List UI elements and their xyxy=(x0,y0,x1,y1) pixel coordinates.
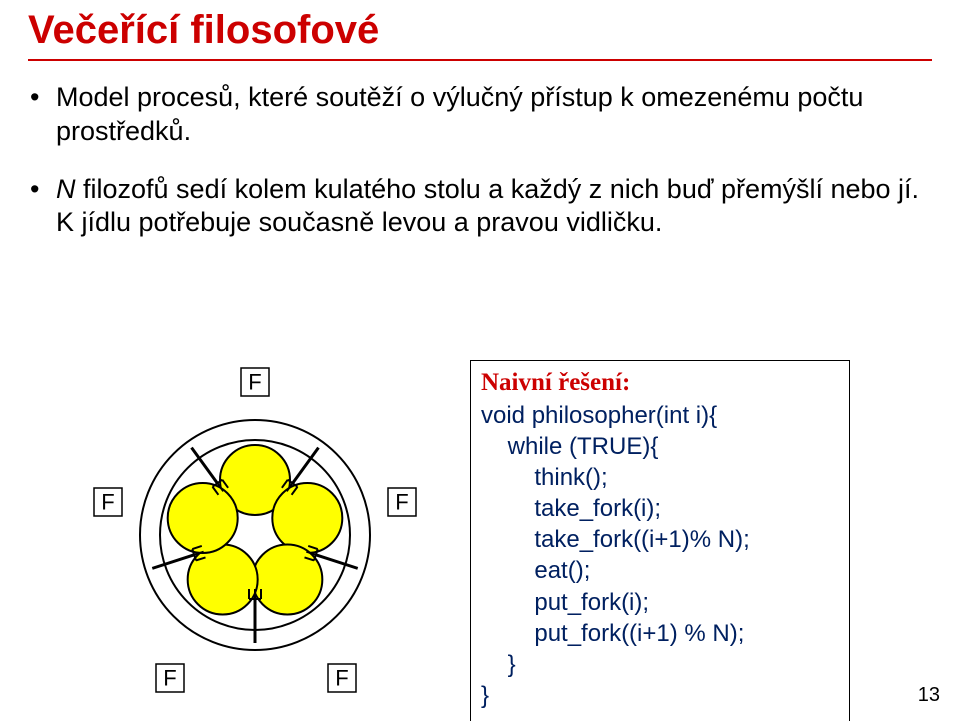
code-line: void philosopher(int i){ xyxy=(481,400,839,431)
code-line: } xyxy=(481,680,839,711)
bullet-item: N filozofů sedí kolem kulatého stolu a k… xyxy=(28,173,932,241)
code-box: Naivní řešení: void philosopher(int i){ … xyxy=(470,360,850,721)
page-title: Večeřící filosofové xyxy=(28,8,932,53)
code-line: take_fork(i); xyxy=(481,493,839,524)
code-line: while (TRUE){ xyxy=(481,431,839,462)
philosopher-label: F xyxy=(101,490,114,515)
code-line: eat(); xyxy=(481,555,839,586)
slide: Večeřící filosofové Model procesů, které… xyxy=(0,0,960,721)
bullet-text: filozofů sedí kolem kulatého stolu a kaž… xyxy=(56,174,919,238)
code-line: think(); xyxy=(481,462,839,493)
bullet-list: Model procesů, které soutěží o výlučný p… xyxy=(28,81,932,240)
philosopher-label: F xyxy=(335,666,348,691)
plate xyxy=(252,544,322,614)
code-line: } xyxy=(481,649,839,680)
plate xyxy=(188,544,258,614)
philosopher-label: F xyxy=(163,666,176,691)
page-number: 13 xyxy=(918,684,940,707)
title-rule xyxy=(28,59,932,61)
code-line: take_fork((i+1)% N); xyxy=(481,524,839,555)
bullet-text: N xyxy=(56,174,76,204)
bullet-text: Model procesů, které soutěží o výlučný p… xyxy=(56,82,863,146)
code-title: Naivní řešení: xyxy=(481,367,839,400)
plate xyxy=(272,483,342,553)
philosopher-label: F xyxy=(395,490,408,515)
code-body: void philosopher(int i){ while (TRUE){ t… xyxy=(481,400,839,712)
philosopher-label: F xyxy=(248,370,261,395)
bullet-item: Model procesů, které soutěží o výlučný p… xyxy=(28,81,932,149)
code-line: put_fork(i); xyxy=(481,587,839,618)
code-line: put_fork((i+1) % N); xyxy=(481,618,839,649)
plate xyxy=(168,483,238,553)
philosophers-diagram: F F F F F xyxy=(90,360,420,690)
